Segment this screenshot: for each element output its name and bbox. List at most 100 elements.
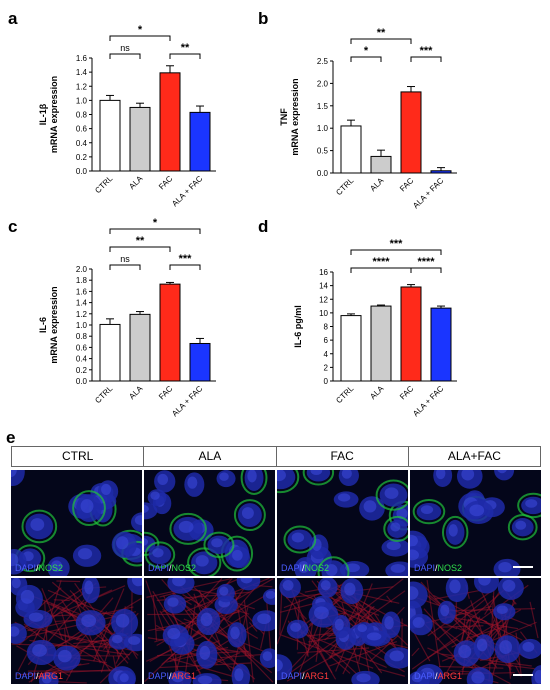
nucleus-highlight	[144, 504, 149, 514]
significance-label: ns	[120, 43, 130, 53]
arg1-signal	[378, 668, 405, 677]
bar-ala-fac	[430, 170, 452, 174]
nos2-signal	[240, 470, 268, 495]
significance-label: *	[153, 217, 158, 229]
nucleus-highlight	[265, 590, 275, 599]
nos2-signal	[302, 470, 335, 486]
y-tick-label: 10	[319, 309, 328, 318]
nucleus-highlight	[57, 649, 72, 663]
significance-bracket	[410, 56, 442, 62]
y-axis-label-line1: IL-6 pg/ml	[293, 305, 303, 348]
nucleus-highlight	[341, 470, 352, 479]
nos2-signal	[383, 515, 408, 542]
arg1-signal	[295, 629, 387, 668]
category-label: CTRL	[93, 174, 115, 196]
arg1-signal	[297, 647, 370, 654]
panel-letter-d: d	[258, 217, 268, 236]
y-tick-label: 0.0	[317, 169, 329, 178]
nucleus-highlight	[366, 632, 382, 641]
arg1-signal	[363, 602, 376, 611]
nucleus-highlight	[200, 612, 213, 627]
arg1-signal	[529, 601, 539, 639]
nucleus-highlight	[469, 504, 485, 517]
nucleus-highlight	[334, 618, 344, 631]
category-label: CTRL	[334, 176, 356, 198]
significance-label: *	[364, 45, 369, 57]
nucleus-highlight	[84, 580, 94, 595]
arg1-signal	[152, 590, 178, 630]
significance-label: ***	[390, 238, 404, 250]
significance-label: ***	[179, 253, 193, 265]
header-fac: FAC	[275, 446, 408, 467]
nos2-signal	[72, 490, 106, 527]
nucleus-highlight	[435, 470, 446, 480]
nucleus-highlight	[11, 470, 17, 478]
y-tick-label: 1.6	[76, 54, 88, 63]
nucleus-highlight	[211, 538, 223, 548]
nucleus-highlight	[390, 522, 401, 532]
arg1-image-ctrl: DAPI/ARG1	[11, 578, 142, 684]
nos2-signal	[317, 556, 350, 576]
arg1-image-fac: DAPI/ARG1	[277, 578, 408, 684]
nucleus-highlight	[390, 563, 406, 573]
nucleus-highlight	[363, 500, 377, 513]
y-tick-label: 0.0	[76, 167, 88, 176]
nucleus	[277, 654, 293, 681]
nucleus-highlight	[112, 634, 123, 644]
nucleus-highlight	[384, 616, 394, 630]
nos2-signal	[283, 525, 317, 554]
nucleus-highlight	[232, 549, 243, 561]
category-label: ALA	[368, 384, 386, 402]
significance-label: ****	[372, 256, 390, 268]
nucleus-highlight	[150, 491, 160, 500]
arg1-signal	[162, 608, 230, 654]
nos2-signal	[169, 512, 207, 545]
nos2-image-ala-fac: DAPI/NOS2	[410, 470, 541, 576]
y-tick-label: 2.5	[317, 57, 329, 66]
arg1-signal	[411, 628, 431, 662]
significance-bracket	[109, 246, 171, 252]
category-label: FAC	[157, 174, 175, 192]
nucleus-highlight	[119, 673, 129, 683]
y-tick-label: 1.6	[76, 287, 88, 296]
nucleus-highlight	[314, 606, 329, 620]
arg1-signal	[279, 586, 283, 635]
significance-bracket	[350, 56, 382, 62]
nucleus-highlight	[157, 473, 169, 486]
nucleus-highlight	[262, 651, 273, 662]
nucleus-highlight	[412, 617, 425, 628]
y-tick-label: 1.5	[317, 102, 329, 111]
nucleus-highlight	[344, 582, 356, 596]
significance-label: ****	[417, 256, 435, 268]
y-axis-label-line2: mRNA expression	[290, 78, 300, 155]
nucleus-highlight	[240, 578, 253, 584]
nucleus-highlight	[51, 560, 63, 572]
significance-bracket	[109, 264, 141, 270]
nucleus-highlight	[32, 644, 47, 657]
scale-bar	[513, 674, 533, 676]
nucleus-highlight	[357, 624, 368, 633]
nos2-image-ctrl: DAPI/NOS2	[11, 470, 142, 576]
nucleus-highlight	[20, 589, 35, 604]
significance-bracket	[410, 267, 442, 273]
nucleus-highlight	[525, 499, 538, 508]
category-label: ALA	[127, 384, 145, 402]
arg1-signal	[411, 647, 420, 657]
nucleus-highlight	[247, 470, 257, 483]
significance-label: **	[136, 235, 145, 247]
nucleus-highlight	[356, 673, 371, 683]
y-axis-label: IL-6mRNA expression	[38, 286, 59, 363]
category-label: FAC	[398, 176, 416, 194]
arg1-signal	[285, 586, 394, 599]
arg1-signal	[328, 640, 398, 667]
arg1-signal	[152, 595, 158, 641]
nucleus-highlight	[497, 470, 507, 474]
arg1-signal	[178, 583, 274, 683]
y-tick-label: 0.6	[76, 343, 88, 352]
y-tick-label: 0.0	[76, 377, 88, 386]
nucleus-highlight	[291, 532, 305, 543]
nucleus-highlight	[458, 644, 472, 659]
nucleus-highlight	[386, 541, 401, 551]
y-tick-label: 14	[319, 282, 328, 291]
y-tick-label: 1.0	[76, 321, 88, 330]
